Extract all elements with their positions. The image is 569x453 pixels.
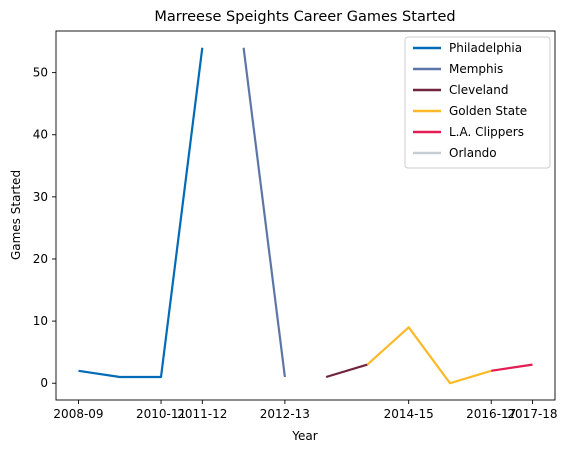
x-tick-label: 2014-15 (384, 407, 434, 421)
legend-label: Memphis (449, 62, 503, 76)
series-line-golden-state (366, 326, 492, 385)
x-tick-label: 2011-12 (177, 407, 227, 421)
legend: Philadelphia Memphis Cleveland Golden State… (404, 36, 551, 169)
legend-label: Golden State (449, 104, 527, 118)
y-tick-label: 50 (33, 66, 48, 80)
x-tick-label: 2008-09 (53, 407, 103, 421)
x-tick-label: 2016-17 (466, 407, 516, 421)
y-tick-label: 40 (33, 128, 48, 142)
y-axis-label: Games Started (9, 170, 23, 260)
legend-label: Philadelphia (449, 41, 522, 55)
legend-label: Orlando (449, 146, 497, 160)
y-tick-label: 20 (33, 252, 48, 266)
series-line-memphis (242, 47, 286, 378)
chart-title: Marreese Speights Career Games Started (154, 9, 455, 25)
y-tick-label: 30 (33, 190, 48, 204)
series-line-cleveland (325, 363, 368, 379)
y-tick-label: 10 (33, 314, 48, 328)
legend-label: L.A. Clippers (449, 125, 524, 139)
series-line-philadelphia (78, 47, 204, 379)
y-tick-label: 0 (40, 376, 48, 390)
x-tick-label: 2012-13 (260, 407, 310, 421)
y-axis: 0 10 20 30 40 50 (33, 66, 56, 390)
series-lines (78, 47, 533, 385)
x-tick-label: 2017-18 (507, 407, 557, 421)
series-line-l-a-clippers (491, 363, 533, 372)
legend-label: Cleveland (449, 83, 509, 97)
x-axis-label: Year (291, 429, 317, 443)
x-tick-label: 2010-11 (136, 407, 186, 421)
plot-frame (55, 30, 556, 401)
legend-box (404, 36, 551, 169)
